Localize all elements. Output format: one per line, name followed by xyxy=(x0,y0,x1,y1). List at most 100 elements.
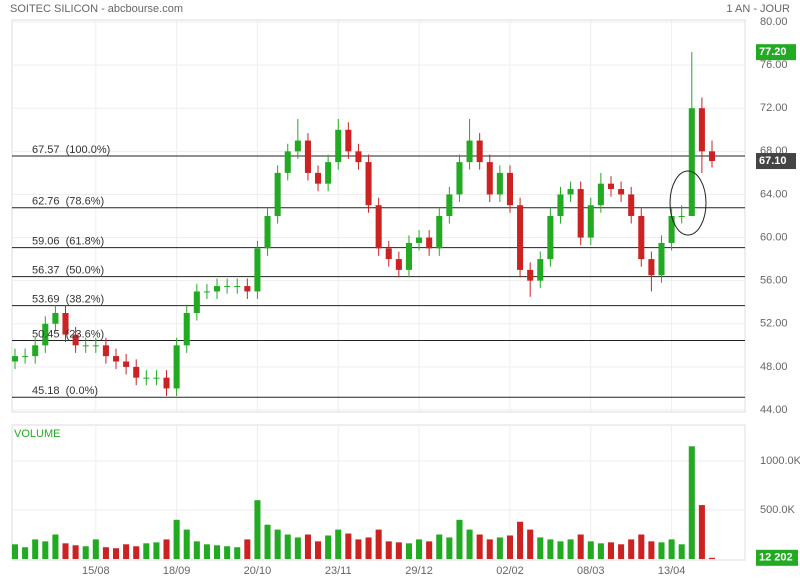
candle-body xyxy=(224,286,231,288)
volume-bar xyxy=(395,542,402,559)
volume-bar xyxy=(224,546,231,559)
candle-body xyxy=(345,129,352,152)
candle-body xyxy=(102,345,109,357)
candle-body xyxy=(213,286,221,292)
volume-bar xyxy=(193,541,200,559)
volume-bar xyxy=(476,534,483,559)
candle-body xyxy=(365,162,372,206)
candle-body xyxy=(315,172,322,184)
volume-bar xyxy=(82,546,89,559)
candle-body xyxy=(416,237,423,243)
candle-body xyxy=(284,151,291,173)
y-tick-label: 76.00 xyxy=(760,59,788,71)
candle-body xyxy=(708,151,716,162)
volume-tick-label: 500.0K xyxy=(760,504,796,516)
candle-body xyxy=(92,345,99,347)
volume-bar xyxy=(42,541,49,559)
candle-body xyxy=(638,216,645,260)
x-tick-label: 18/09 xyxy=(163,565,191,577)
price-badge xyxy=(756,153,796,170)
candle-body xyxy=(618,189,625,195)
x-tick-label: 23/11 xyxy=(325,565,352,577)
volume-bar xyxy=(597,543,604,559)
candle-body xyxy=(183,313,190,346)
candle-body xyxy=(446,194,453,216)
candle-body xyxy=(506,172,514,206)
candle-body xyxy=(466,140,473,163)
candle-body xyxy=(698,108,705,152)
volume-bar xyxy=(315,541,322,559)
candle-body xyxy=(294,140,301,152)
fib-label: 53.69 (38.2%) xyxy=(32,293,104,305)
volume-bar xyxy=(244,539,251,559)
candle-body xyxy=(527,269,534,281)
chart-title: SOITEC SILICON - abcbourse.com xyxy=(10,3,183,15)
candle-body xyxy=(11,356,19,362)
volume-bar xyxy=(658,542,665,559)
candle-body xyxy=(517,205,524,270)
y-tick-label: 48.00 xyxy=(760,361,788,373)
candle-body xyxy=(486,162,493,195)
candle-body xyxy=(143,377,150,379)
fib-label: 67.57 (100.0%) xyxy=(32,144,110,156)
candle-body xyxy=(355,151,362,163)
volume-bar xyxy=(466,529,473,559)
volume-bar xyxy=(698,505,705,559)
volume-bar xyxy=(416,539,423,559)
candle-body xyxy=(203,291,210,293)
x-tick-label: 08/03 xyxy=(577,565,605,577)
volume-bar xyxy=(628,539,635,559)
annotation-circle xyxy=(669,170,707,236)
candle-body xyxy=(133,366,140,378)
volume-bar xyxy=(446,537,453,559)
volume-bar xyxy=(264,524,271,559)
candle-body xyxy=(193,291,200,313)
candle-body xyxy=(62,313,69,335)
candle-body xyxy=(436,216,443,249)
volume-badge-label: 12 202 xyxy=(759,552,793,564)
volume-bar xyxy=(577,534,584,559)
candle-body xyxy=(32,345,39,357)
x-tick-label: 15/08 xyxy=(82,565,110,577)
candle-body xyxy=(264,216,271,249)
price-badge-label: 77.20 xyxy=(759,46,787,58)
candle-body xyxy=(557,194,564,216)
fib-label: 45.18 (0.0%) xyxy=(32,385,98,397)
y-tick-label: 56.00 xyxy=(760,275,788,287)
fib-label: 62.76 (78.6%) xyxy=(32,196,104,208)
volume-bar xyxy=(254,500,261,559)
volume-bar xyxy=(11,544,19,559)
candle-body xyxy=(597,183,604,206)
candle-body xyxy=(304,140,311,173)
candle-body xyxy=(112,356,120,362)
candle-body xyxy=(547,216,554,260)
volume-bar xyxy=(496,537,503,559)
volume-bar xyxy=(62,543,69,559)
candle-body xyxy=(325,162,332,184)
candle-body xyxy=(426,237,433,249)
y-tick-label: 72.00 xyxy=(760,102,788,114)
y-tick-label: 44.00 xyxy=(760,404,788,416)
candle-body xyxy=(658,242,665,276)
volume-bar xyxy=(708,557,716,559)
volume-bar xyxy=(486,539,493,559)
fib-label: 50.45 (23.6%) xyxy=(32,328,104,340)
candle-body xyxy=(22,356,29,358)
candle-body xyxy=(123,361,130,367)
y-tick-label: 60.00 xyxy=(760,231,788,243)
candle-body xyxy=(274,172,281,216)
candle-body xyxy=(72,334,79,346)
volume-bar xyxy=(405,543,412,559)
volume-bar xyxy=(274,529,281,559)
volume-bar xyxy=(143,543,150,559)
candle-body xyxy=(254,248,261,292)
volume-bar xyxy=(345,533,352,559)
candle-body xyxy=(456,162,463,195)
volume-bar xyxy=(102,547,109,559)
price-frame xyxy=(11,19,746,413)
volume-bar xyxy=(557,541,564,559)
volume-bar xyxy=(547,539,554,559)
candle-body xyxy=(42,323,49,346)
volume-bar xyxy=(607,542,615,559)
